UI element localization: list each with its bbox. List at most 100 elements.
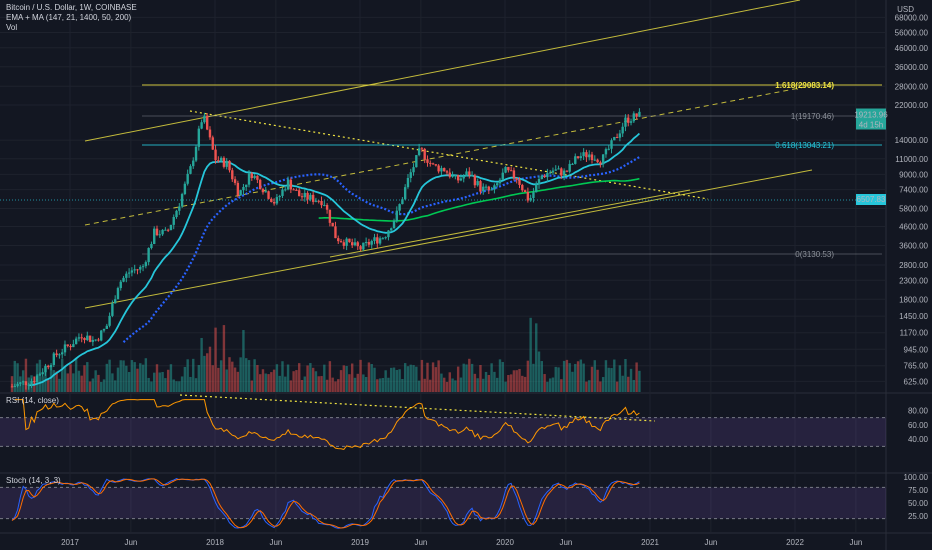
volume-bar <box>183 366 187 392</box>
candle-body <box>376 237 379 244</box>
volume-bar <box>281 361 284 392</box>
volume-bar <box>551 377 555 392</box>
volume-bar <box>323 364 326 392</box>
candle-body <box>33 381 36 383</box>
volume-bar <box>164 378 167 392</box>
volume-bar <box>52 370 56 392</box>
volume-bar <box>200 337 203 392</box>
volume-bar <box>359 359 362 392</box>
volume-bar <box>130 360 134 392</box>
time-tick-label: Jun <box>414 538 427 547</box>
fib-level-label: 1.618(29083.14) <box>775 81 834 90</box>
currency-label: USD <box>897 5 914 14</box>
volume-bar <box>105 363 109 392</box>
volume-bar <box>55 371 58 392</box>
candle-body <box>334 226 337 239</box>
candle-body <box>325 204 329 210</box>
volume-bar <box>515 370 518 392</box>
candle-body <box>621 126 624 134</box>
volume-bar <box>468 358 471 392</box>
volume-bar <box>367 362 371 392</box>
volume-bar <box>119 360 122 392</box>
candle-body <box>384 237 387 239</box>
volume-bar <box>339 370 343 392</box>
volume-bar <box>239 357 242 392</box>
candle-body <box>111 303 114 316</box>
volume-bar <box>420 359 424 392</box>
candle-body <box>339 241 343 243</box>
volume-bar <box>509 374 513 392</box>
rsi-trend-line <box>179 394 656 422</box>
candle-body <box>468 171 471 176</box>
candle-body <box>320 200 323 206</box>
rsi-legend[interactable]: RSI (14, close) <box>6 396 59 405</box>
candle-body <box>392 220 396 229</box>
candle-body <box>147 248 150 263</box>
candle-body <box>624 117 627 127</box>
price-tick-label: 46000.00 <box>895 44 929 53</box>
volume-bar <box>194 378 198 392</box>
ma-50-line <box>122 156 640 344</box>
candle-body <box>532 192 535 199</box>
indicator-legend[interactable]: EMA + MA (147, 21, 1400, 50, 200) <box>6 13 132 22</box>
candle-body <box>102 328 106 331</box>
candle-body <box>200 122 203 129</box>
price-tick-label: 945.00 <box>904 345 929 354</box>
volume-bar <box>350 363 354 392</box>
volume-bar <box>490 363 493 392</box>
volume-bar <box>180 376 184 392</box>
candle-body <box>515 178 518 180</box>
candle-body <box>72 344 75 348</box>
price-tick-label: 765.00 <box>904 362 929 371</box>
last-price-badge <box>856 108 886 120</box>
candle-body <box>378 238 382 244</box>
volume-bar <box>284 376 287 392</box>
candle-body <box>44 365 47 373</box>
volume-bar <box>169 364 173 392</box>
candle-body <box>205 115 209 130</box>
candle-body <box>398 204 401 211</box>
volume-bar <box>529 317 532 392</box>
volume-bar <box>604 360 608 392</box>
volume-bar <box>300 379 304 392</box>
candle-body <box>153 228 156 244</box>
volume-bar <box>618 365 622 392</box>
candle-body <box>219 157 223 161</box>
volume-bar <box>205 353 209 392</box>
volume-bar <box>495 377 499 392</box>
candle-body <box>172 217 175 225</box>
volume-bar <box>579 359 583 392</box>
candle-body <box>420 148 424 150</box>
volume-bar <box>568 363 571 392</box>
volume-bar <box>97 374 100 392</box>
candles <box>10 108 641 390</box>
candle-body <box>41 372 44 375</box>
volume-bar <box>314 371 318 392</box>
volume-bar <box>189 376 192 392</box>
volume-bar <box>465 364 468 392</box>
volume-bar <box>69 364 72 392</box>
volume-bar <box>186 359 189 392</box>
volume-bar <box>58 378 61 392</box>
candle-body <box>197 128 201 147</box>
candle-body <box>523 190 527 192</box>
candle-body <box>295 189 298 191</box>
volume-bar <box>261 369 265 392</box>
volume-bar <box>588 380 591 392</box>
candle-body <box>180 194 184 207</box>
symbol-legend[interactable]: Bitcoin / U.S. Dollar, 1W, COINBASE <box>6 3 137 12</box>
candle-body <box>311 194 315 202</box>
volume-bar <box>448 372 451 392</box>
candle-body <box>309 194 312 200</box>
volume-bar <box>574 363 577 392</box>
volume-bar <box>108 359 111 392</box>
ema-21-line <box>28 132 641 387</box>
volume-bar <box>286 364 290 392</box>
volume-legend[interactable]: Vol <box>6 23 18 32</box>
volume-bar <box>320 376 323 392</box>
volume-bar <box>258 374 262 392</box>
price-tick-label: 4600.00 <box>899 222 928 231</box>
stoch-legend[interactable]: Stoch (14, 3, 3) <box>6 476 61 485</box>
volume-bar <box>415 366 418 392</box>
